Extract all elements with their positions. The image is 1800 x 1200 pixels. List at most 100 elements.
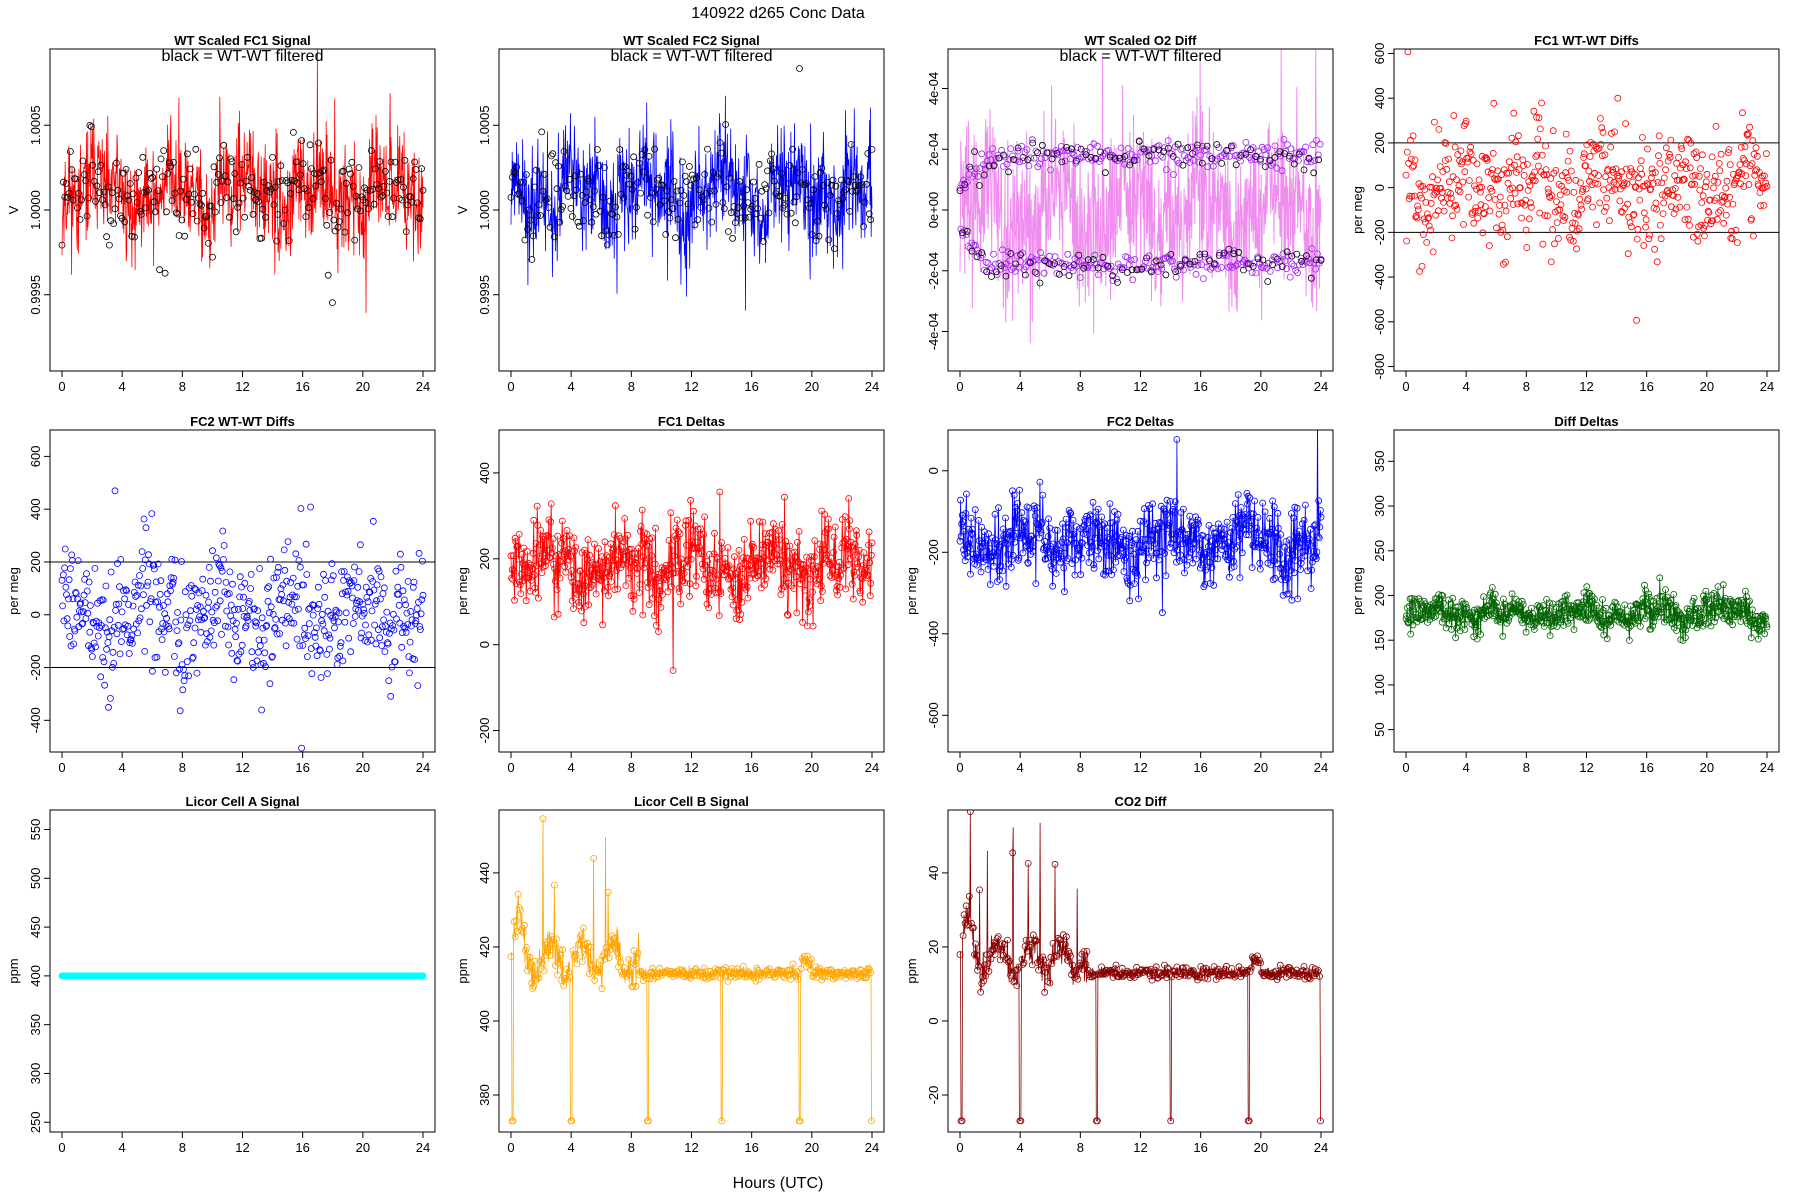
data-point [1571, 606, 1579, 613]
data-point [867, 579, 875, 587]
data-point [374, 185, 382, 193]
data-point [1455, 182, 1463, 190]
data-point [1129, 276, 1137, 284]
data-point [861, 198, 869, 206]
data-point [177, 187, 184, 195]
data-point [1705, 208, 1713, 216]
data-point [181, 672, 189, 679]
data-point [1148, 152, 1156, 159]
data-point [835, 197, 842, 204]
data-point [1304, 255, 1312, 263]
data-point [267, 555, 275, 563]
data-point [241, 579, 249, 587]
data-point [1544, 212, 1551, 220]
data-point [639, 611, 647, 619]
data-point [218, 567, 226, 575]
data-point [121, 218, 129, 226]
data-point [654, 570, 662, 578]
data-point [1545, 607, 1553, 614]
data-point [1203, 142, 1211, 150]
data-point [833, 210, 841, 217]
data-point [92, 643, 99, 651]
data-point [981, 539, 989, 546]
data-point [780, 575, 788, 583]
data-point [1694, 237, 1702, 245]
data-point [547, 500, 555, 508]
data-point [686, 592, 693, 600]
y-tick-label: -400 [28, 707, 43, 733]
data-point [322, 577, 329, 584]
data-point [1756, 189, 1764, 196]
data-point [1080, 261, 1088, 269]
data-point [1063, 143, 1070, 151]
data-point [763, 542, 770, 549]
data-point [1439, 168, 1447, 175]
data-point [1048, 565, 1056, 573]
data-point [730, 203, 738, 210]
data-point [1262, 539, 1269, 547]
data-point [1440, 198, 1447, 206]
data-point [1493, 617, 1501, 625]
data-point [1235, 248, 1242, 256]
data-point [601, 164, 608, 172]
data-point [263, 622, 271, 629]
data-point [1583, 583, 1591, 591]
data-point [1673, 159, 1680, 167]
data-point [1422, 199, 1430, 206]
data-point [117, 556, 125, 563]
data-point [1311, 157, 1319, 165]
data-point [203, 212, 211, 220]
data-point [287, 190, 295, 197]
data-point [992, 268, 1000, 276]
data-point [335, 609, 343, 617]
data-point [1218, 546, 1226, 553]
data-point [281, 566, 289, 574]
data-point [266, 188, 274, 196]
data-point [1284, 554, 1292, 562]
data-point [550, 233, 558, 241]
data-point [292, 158, 300, 166]
data-point [648, 534, 656, 542]
y-tick-label: 250 [1372, 540, 1387, 562]
data-point [624, 531, 631, 539]
data-point [1666, 600, 1673, 607]
data-point [535, 201, 543, 209]
data-point [683, 178, 690, 186]
data-point [847, 538, 855, 546]
data-point [1576, 195, 1584, 203]
data-point [1683, 203, 1691, 211]
data-point [111, 205, 119, 213]
data-point [860, 222, 867, 230]
data-point [1049, 261, 1057, 269]
data-point [237, 648, 245, 656]
data-point [344, 587, 352, 595]
data-point [805, 204, 813, 212]
data-point [1425, 222, 1433, 230]
data-point [260, 178, 268, 186]
data-point [1018, 509, 1026, 517]
data-point [1236, 574, 1244, 581]
data-point [175, 639, 183, 646]
data-point [1539, 240, 1547, 248]
data-point [304, 632, 312, 639]
data-point [1096, 523, 1103, 531]
data-point [284, 179, 292, 187]
data-point [1480, 210, 1488, 218]
data-point [695, 186, 703, 194]
data-point [1255, 536, 1263, 544]
data-point [414, 682, 422, 689]
data-point [1221, 540, 1229, 548]
data-point [654, 176, 661, 184]
data-point [1106, 151, 1114, 159]
data-point [635, 589, 643, 596]
data-point [343, 591, 351, 599]
data-point [669, 205, 677, 213]
data-point [1535, 604, 1543, 612]
data-point [1313, 548, 1321, 556]
data-point [1509, 201, 1517, 208]
data-point [1128, 266, 1136, 274]
data-point [669, 570, 676, 577]
data-point [1700, 224, 1708, 232]
data-point [1148, 268, 1155, 276]
data-point [1642, 612, 1650, 620]
